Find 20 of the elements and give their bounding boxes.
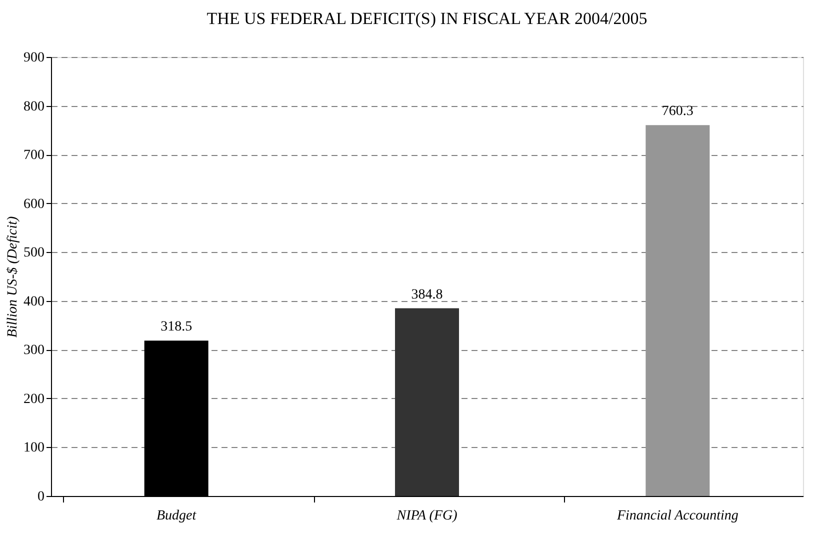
y-axis-title: Billion US-$ (Deficit) xyxy=(6,216,20,338)
chart-title: THE US FEDERAL DEFICIT(S) IN FISCAL YEAR 2004/2005 xyxy=(206,9,648,28)
y-tick-label: 400 xyxy=(24,294,44,310)
y-tick-label: 800 xyxy=(24,99,44,114)
bar xyxy=(646,125,710,496)
y-tick-label: 900 xyxy=(24,50,44,66)
y-tick-label: 200 xyxy=(24,392,44,407)
x-tick-label: Budget xyxy=(156,508,198,524)
y-tick-label: 100 xyxy=(24,440,44,456)
data-label: 760.3 xyxy=(662,104,694,120)
y-tick-label: 500 xyxy=(24,246,44,261)
x-tick-label: Financial Accounting xyxy=(616,508,738,524)
y-tick-label: 700 xyxy=(24,148,44,164)
y-tick-label: 0 xyxy=(38,490,44,504)
bar xyxy=(395,308,459,496)
data-label: 318.5 xyxy=(160,320,192,335)
x-tick-label: NIPA (FG) xyxy=(396,508,458,524)
data-label: 384.8 xyxy=(411,287,443,302)
y-tick-label: 600 xyxy=(24,196,44,212)
y-tick-label: 300 xyxy=(24,343,44,358)
